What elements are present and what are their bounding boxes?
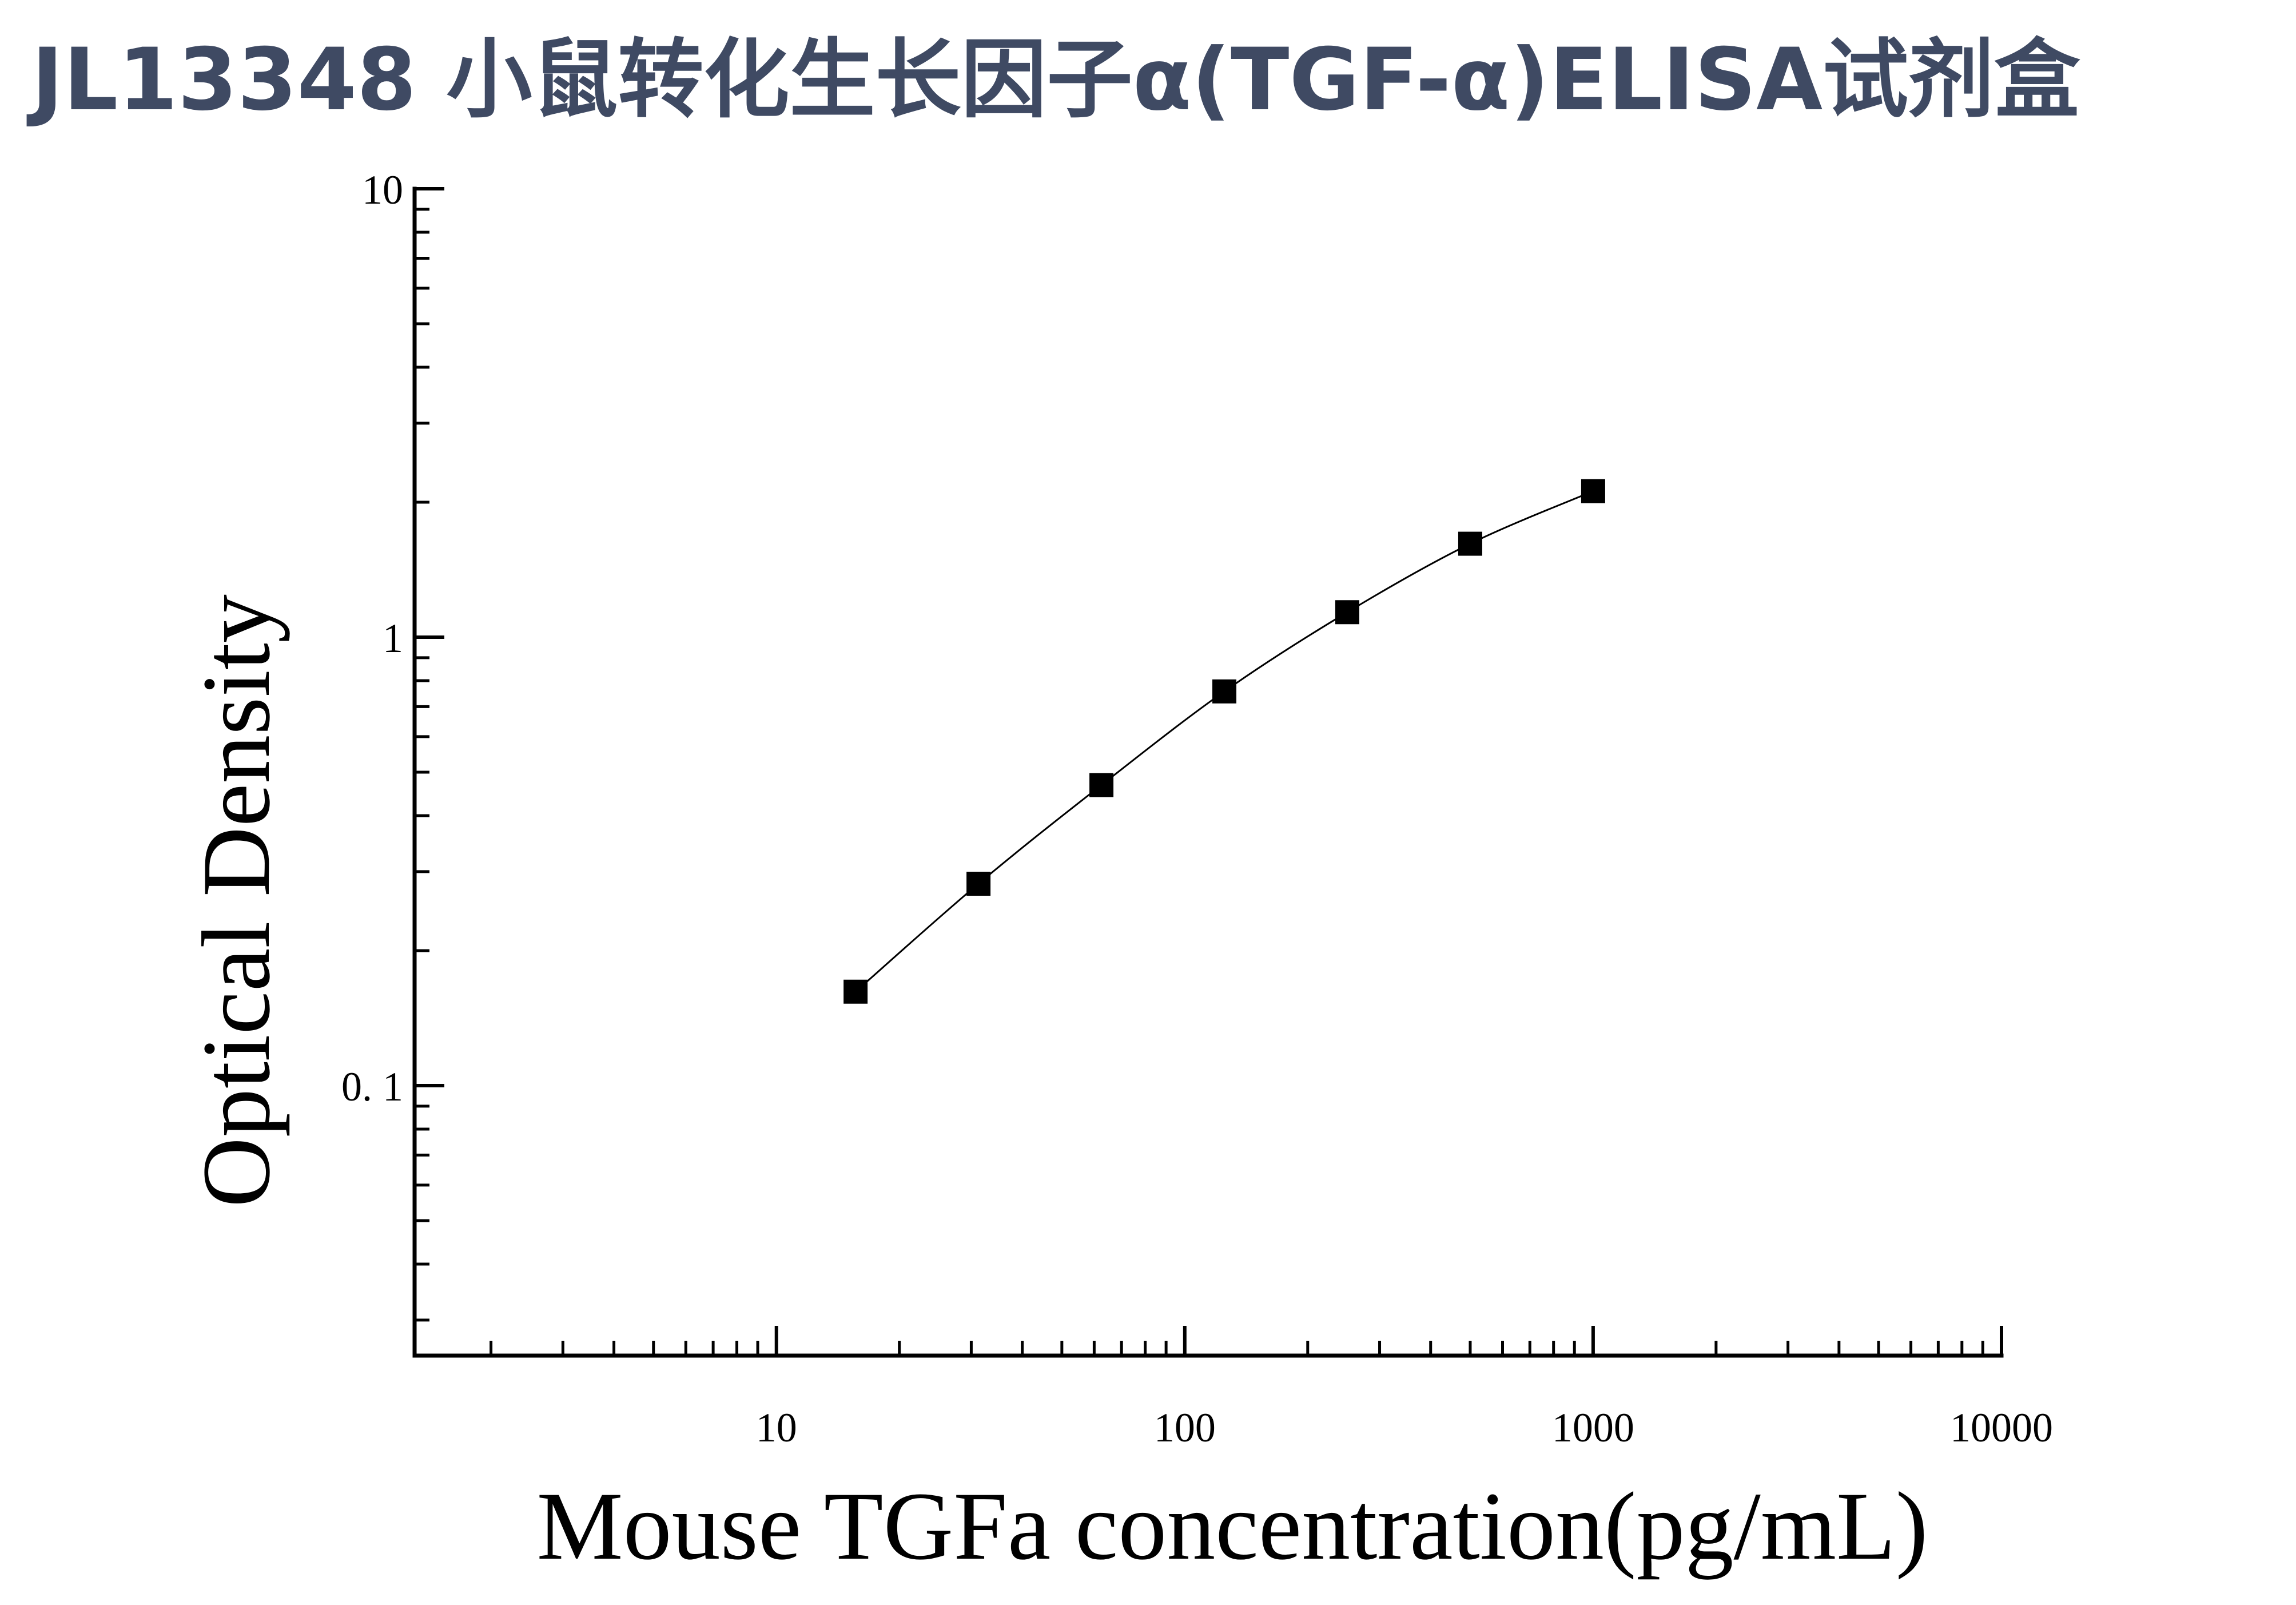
y-tick-label: 10 xyxy=(362,167,403,213)
page-title: JL13348 小鼠转化生长因子α(TGF-α)ELISA试剂盒 xyxy=(31,30,2080,130)
data-point-marker xyxy=(1458,531,1482,556)
x-tick-label: 100 xyxy=(1154,1405,1216,1451)
data-point-marker xyxy=(1089,773,1114,797)
axes xyxy=(412,186,2004,1358)
x-axis-title: Mouse TGFa concentration(pg/mL) xyxy=(537,1472,1928,1580)
x-tick-label: 10 xyxy=(756,1405,797,1451)
x-tick-label: 1000 xyxy=(1552,1405,1634,1451)
fit-curve xyxy=(855,490,1594,992)
data-point-marker xyxy=(1581,479,1605,503)
y-tick-label: 1 xyxy=(383,615,403,661)
data-point-marker xyxy=(966,871,991,896)
data-points xyxy=(843,479,1605,1004)
data-point-marker xyxy=(1212,679,1237,704)
data-point-marker xyxy=(843,979,868,1004)
x-tick-label: 10000 xyxy=(1950,1405,2053,1451)
y-tick-label: 0. 1 xyxy=(341,1064,403,1110)
y-axis-title: Optical Density xyxy=(182,594,290,1207)
data-point-marker xyxy=(1335,600,1359,625)
ticks: 10 100 1000 10000 0. 1 1 10 xyxy=(341,167,2053,1451)
